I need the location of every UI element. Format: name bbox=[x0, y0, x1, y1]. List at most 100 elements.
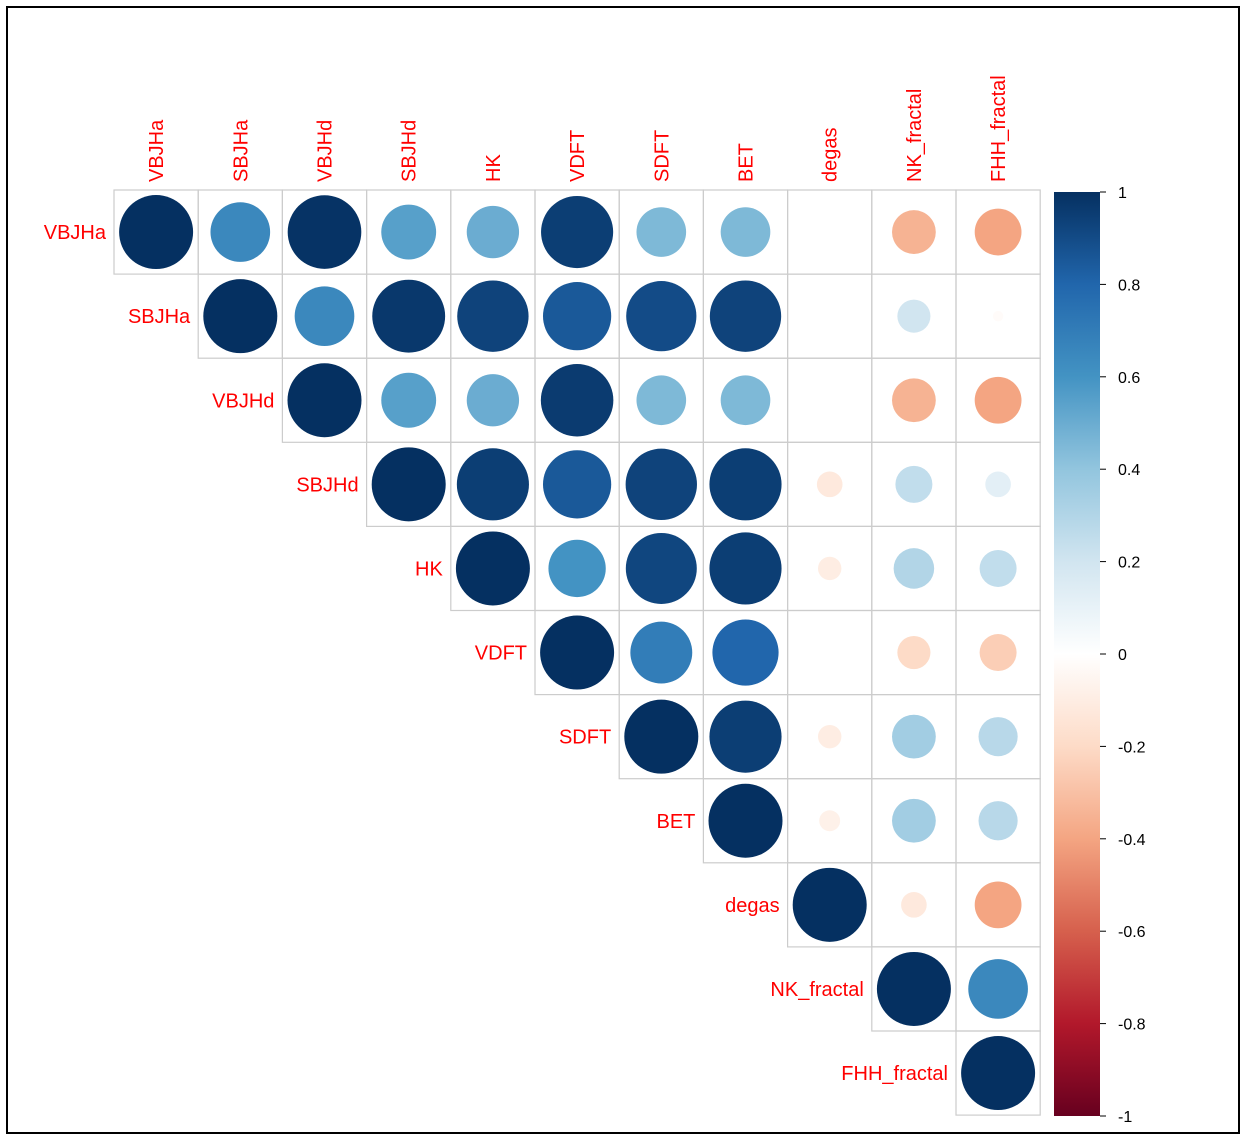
grid-cell bbox=[955, 1030, 1041, 1116]
correlation-circle bbox=[709, 532, 782, 605]
correlation-circle bbox=[817, 556, 842, 581]
correlation-circle bbox=[287, 195, 362, 269]
correlation-circle bbox=[542, 282, 612, 351]
correlation-circle bbox=[817, 724, 842, 749]
correlation-circle bbox=[287, 363, 362, 438]
correlation-circle bbox=[819, 810, 841, 832]
correlation-circle bbox=[466, 374, 520, 427]
correlation-circle bbox=[709, 700, 782, 773]
correlation-circle bbox=[381, 204, 437, 260]
column-label: FHH_fractal bbox=[988, 75, 1010, 182]
column-label: HK bbox=[483, 154, 505, 182]
colorbar-tick-label: -0.8 bbox=[1118, 1017, 1146, 1034]
colorbar-tick-label: -0.6 bbox=[1118, 924, 1146, 941]
correlation-circle bbox=[626, 281, 697, 352]
row-label: SBJHa bbox=[128, 306, 191, 328]
grid-cell bbox=[786, 273, 873, 359]
correlation-circle bbox=[636, 375, 687, 426]
colorbar-tick-label: -0.2 bbox=[1118, 739, 1146, 756]
correlation-circle bbox=[968, 959, 1028, 1019]
correlation-circle bbox=[816, 471, 843, 498]
row-label: SDFT bbox=[559, 727, 611, 749]
correlation-circle bbox=[979, 634, 1017, 672]
row-label: VDFT bbox=[475, 643, 527, 665]
correlation-circle bbox=[294, 286, 355, 346]
correlation-circle bbox=[119, 195, 194, 270]
correlation-circle bbox=[625, 448, 697, 521]
correlation-circle bbox=[548, 539, 606, 598]
colorbar-tick-label: 1 bbox=[1118, 185, 1127, 202]
column-label: BET bbox=[736, 143, 758, 182]
correlation-circle bbox=[709, 280, 782, 352]
correlation-circle bbox=[897, 299, 931, 333]
row-label: FHH_fractal bbox=[841, 1063, 948, 1085]
colorbar-tick-label: -0.4 bbox=[1118, 832, 1146, 849]
correlation-circle bbox=[720, 375, 771, 426]
grid-cell bbox=[786, 189, 873, 275]
row-label: NK_fractal bbox=[770, 979, 863, 1001]
correlation-circle bbox=[720, 207, 771, 257]
correlation-circle bbox=[985, 471, 1011, 498]
correlation-circle bbox=[901, 892, 927, 918]
correlation-circle bbox=[979, 549, 1017, 587]
correlation-circle bbox=[893, 548, 935, 589]
colorbar-tick-label: 0.2 bbox=[1118, 555, 1140, 572]
colorbar: 1 0.8 0.6 0.4 0.2 0 -0.2 -0.4 -0.6 -0.8 -1 bbox=[1054, 185, 1146, 1126]
correlation-circle bbox=[892, 210, 936, 254]
column-label: degas bbox=[820, 128, 842, 183]
correlation-circle bbox=[203, 279, 278, 354]
correlation-circle bbox=[892, 798, 936, 843]
correlation-circle bbox=[625, 532, 697, 604]
correlation-circle bbox=[541, 195, 614, 269]
row-label: HK bbox=[415, 558, 443, 580]
correlation-circle bbox=[978, 801, 1018, 841]
correlation-circle bbox=[381, 372, 437, 428]
chart-frame bbox=[6, 6, 1240, 1134]
colorbar-tick-label: 0.8 bbox=[1118, 277, 1140, 294]
variable-labels: VBJHa SBJHa VBJHd SBJHd HK VDFT SDFT BET degas NK… bbox=[44, 75, 1010, 1085]
column-label: SDFT bbox=[651, 130, 673, 182]
correlation-circles bbox=[119, 195, 1036, 1111]
correlation-circle bbox=[371, 447, 446, 522]
correlation-circle bbox=[540, 363, 614, 437]
colorbar-tick-label: -1 bbox=[1118, 1109, 1132, 1126]
correlation-circle bbox=[974, 208, 1022, 256]
column-label: NK_fractal bbox=[904, 89, 926, 182]
row-label: degas bbox=[725, 895, 780, 917]
correlation-circle bbox=[466, 205, 520, 259]
column-label: VBJHa bbox=[146, 119, 168, 182]
row-label: SBJHd bbox=[296, 474, 358, 496]
colorbar-tick-label: 0.6 bbox=[1118, 370, 1140, 387]
correlation-circle bbox=[709, 448, 782, 521]
correlation-circle bbox=[455, 531, 530, 606]
correlation-circle bbox=[992, 310, 1004, 322]
correlation-circle bbox=[978, 717, 1018, 757]
correlation-circle bbox=[636, 207, 687, 257]
correlation-circle bbox=[792, 867, 867, 942]
correlation-circle bbox=[372, 279, 446, 353]
grid-cell bbox=[786, 357, 873, 443]
correlation-circle bbox=[712, 619, 779, 686]
column-label: VDFT bbox=[567, 130, 589, 182]
correlation-circle bbox=[542, 450, 612, 519]
row-label: VBJHa bbox=[44, 222, 107, 244]
correlation-circle bbox=[876, 951, 951, 1026]
correlation-circle bbox=[897, 636, 931, 670]
grid-cell bbox=[786, 609, 873, 696]
colorbar-tick-label: 0 bbox=[1118, 647, 1127, 664]
correlation-circle bbox=[961, 1036, 1036, 1111]
column-label: VBJHd bbox=[315, 120, 337, 182]
correlation-circle bbox=[895, 465, 933, 503]
column-label: SBJHa bbox=[230, 119, 252, 182]
correlation-circle bbox=[708, 783, 783, 858]
correlation-circle bbox=[540, 615, 615, 690]
correlation-circle bbox=[974, 376, 1022, 424]
correlation-circle bbox=[892, 714, 936, 759]
row-label: BET bbox=[656, 811, 695, 833]
correlation-circle bbox=[892, 378, 936, 423]
colorbar-tick-label: 0.4 bbox=[1118, 462, 1140, 479]
correlation-circle bbox=[457, 280, 529, 352]
row-label: VBJHd bbox=[212, 390, 274, 412]
column-label: SBJHd bbox=[399, 120, 421, 182]
